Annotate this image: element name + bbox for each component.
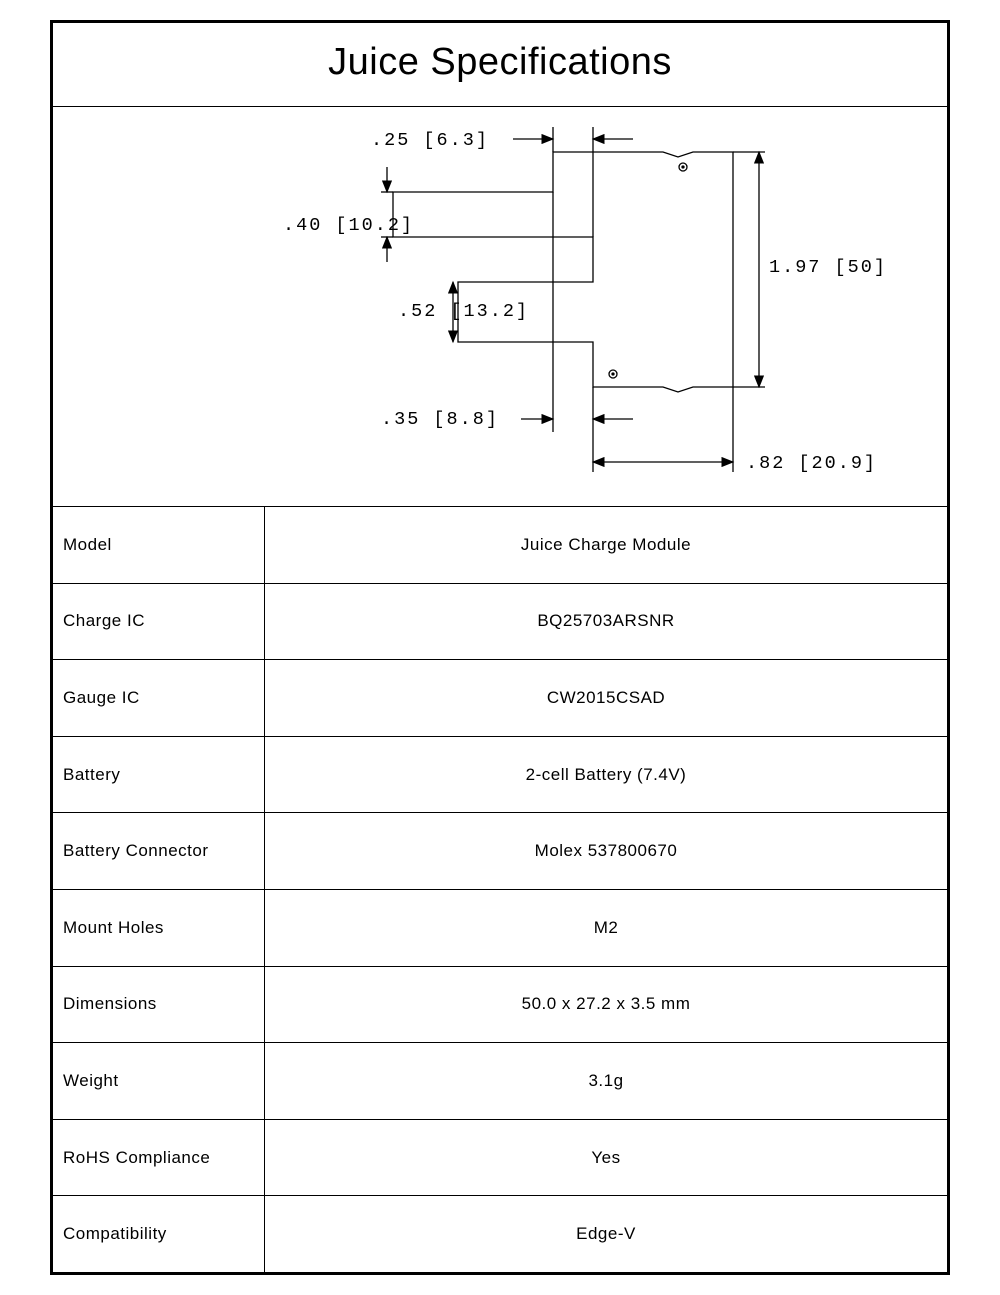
spec-row: Gauge ICCW2015CSAD — [53, 660, 947, 737]
dimension-diagram: .25 [6.3] .40 [10.2] .52 [13.2] .35 [8.8] 1.… — [53, 107, 947, 507]
spec-label: Weight — [53, 1043, 265, 1119]
spec-label: Compatibility — [53, 1196, 265, 1272]
spec-value: M2 — [265, 918, 947, 938]
spec-value: BQ25703ARSNR — [265, 611, 947, 631]
title-row: Juice Specifications — [53, 23, 947, 107]
spec-label: Mount Holes — [53, 890, 265, 966]
spec-row: Charge ICBQ25703ARSNR — [53, 584, 947, 661]
spec-value: 2-cell Battery (7.4V) — [265, 765, 947, 785]
spec-sheet: Juice Specifications — [50, 20, 950, 1275]
spec-row: Dimensions50.0 x 27.2 x 3.5 mm — [53, 967, 947, 1044]
spec-row: CompatibilityEdge-V — [53, 1196, 947, 1272]
spec-value: 3.1g — [265, 1071, 947, 1091]
page-title: Juice Specifications — [53, 41, 947, 84]
dim-label-bot_notch_width: .35 [8.8] — [381, 409, 499, 430]
spec-value: 50.0 x 27.2 x 3.5 mm — [265, 994, 947, 1014]
spec-value: Edge-V — [265, 1224, 947, 1244]
dim-label-step_height: .40 [10.2] — [283, 215, 414, 236]
spec-label: RoHS Compliance — [53, 1120, 265, 1196]
spec-value: Juice Charge Module — [265, 535, 947, 555]
spec-label: Model — [53, 507, 265, 583]
spec-row: Battery ConnectorMolex 537800670 — [53, 813, 947, 890]
dim-label-overall_height: 1.97 [50] — [769, 257, 887, 278]
spec-table: ModelJuice Charge ModuleCharge ICBQ25703… — [53, 507, 947, 1272]
spec-row: ModelJuice Charge Module — [53, 507, 947, 584]
spec-value: Yes — [265, 1148, 947, 1168]
spec-value: CW2015CSAD — [265, 688, 947, 708]
spec-row: Mount HolesM2 — [53, 890, 947, 967]
dim-label-mid_notch_height: .52 [13.2] — [398, 301, 529, 322]
spec-label: Battery Connector — [53, 813, 265, 889]
spec-value: Molex 537800670 — [265, 841, 947, 861]
spec-label: Battery — [53, 737, 265, 813]
spec-label: Charge IC — [53, 584, 265, 660]
spec-row: Weight3.1g — [53, 1043, 947, 1120]
spec-label: Dimensions — [53, 967, 265, 1043]
spec-label: Gauge IC — [53, 660, 265, 736]
dim-label-top_notch_width: .25 [6.3] — [371, 130, 489, 151]
spec-row: RoHS ComplianceYes — [53, 1120, 947, 1197]
dim-label-overall_width: .82 [20.9] — [746, 453, 877, 474]
spec-row: Battery2-cell Battery (7.4V) — [53, 737, 947, 814]
